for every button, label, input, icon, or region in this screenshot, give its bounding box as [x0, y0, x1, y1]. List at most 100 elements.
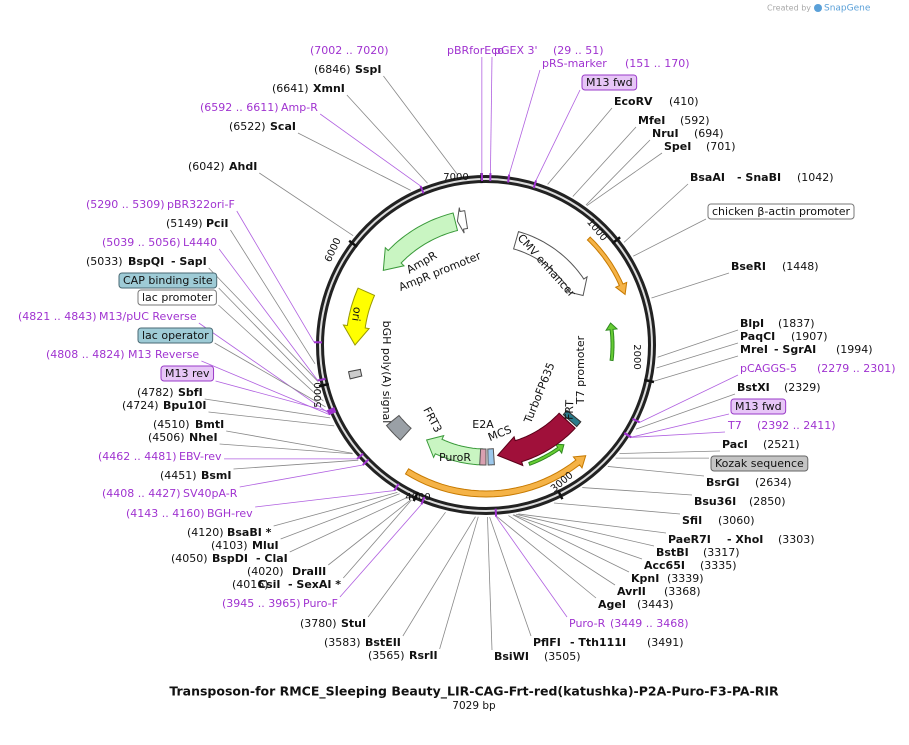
site-label: StuI (3780): [300, 617, 366, 630]
site-name: StuI: [341, 617, 366, 630]
site-label: chicken β-actin promoter: [707, 203, 855, 220]
leader-line: [585, 139, 651, 206]
site-label: MreI - SgrAI (1994): [740, 343, 873, 356]
site-label: AgeI (3443): [598, 598, 674, 611]
site-position: (5290 .. 5309): [86, 198, 165, 211]
leader-line: [383, 75, 459, 176]
site-label: ScaI (6522): [229, 120, 296, 133]
site-label: BstBI (3317): [656, 546, 740, 559]
site-name: BseRI: [731, 260, 766, 273]
ring-tick-label: 2000: [631, 344, 642, 369]
site-name: Puro-R: [569, 617, 606, 630]
site-label: RsrII (3565): [368, 649, 438, 662]
ring-tick: [348, 239, 358, 248]
site-name: KpnI: [631, 572, 659, 585]
site-name: T7: [727, 419, 742, 432]
site-name: BsaAI: [690, 171, 725, 184]
site-name: L4440: [183, 236, 217, 249]
map-title: Transposon-for RMCE_Sleeping Beauty_LIR-…: [169, 684, 779, 700]
site-mark: [532, 180, 537, 189]
site-label: NheI (4506): [148, 431, 218, 444]
leader-line: [218, 287, 321, 393]
leader-line: [657, 329, 739, 358]
site-position: (1907): [791, 330, 828, 343]
site-name: XmnI: [313, 82, 345, 95]
site-name: PflFI: [533, 636, 561, 649]
site-mark: [393, 483, 400, 492]
site-label: BmtI (4510): [153, 418, 224, 431]
feature-box: [581, 74, 638, 91]
site-position: (4016): [232, 578, 269, 591]
feature-label: bGH poly(A) signal: [380, 321, 393, 424]
site-name: BspDI: [212, 552, 248, 565]
site-label: BlpI (1837): [740, 317, 815, 330]
site-position: (151 .. 170): [625, 57, 690, 70]
leader-line: [297, 132, 411, 191]
feature-label: E2A: [472, 418, 494, 431]
leader-line: [367, 511, 446, 618]
site-label: Amp-R(6592 .. 6611): [200, 101, 318, 114]
leader-line: [512, 514, 630, 573]
feature-arrow: [512, 230, 588, 297]
site-position: (3317): [703, 546, 740, 559]
leader-line: [619, 450, 721, 454]
feature-label: FRT3: [420, 405, 444, 435]
site-label: Puro-F(3945 .. 3965): [222, 597, 338, 610]
map-length: 7029 bp: [452, 700, 496, 712]
site-label: lac promoter: [137, 289, 217, 306]
leader-line: [487, 516, 493, 651]
site-position: (4506): [148, 431, 185, 444]
site-name: BsiWI: [494, 650, 529, 663]
leader-line: [259, 172, 354, 237]
leader-line: [346, 94, 428, 184]
site-name2: - SgrAI: [774, 343, 816, 356]
leader-line: [508, 69, 541, 175]
ring-tick: [643, 378, 655, 384]
leader-line: [513, 514, 643, 560]
site-label: pBR322ori-F(5290 .. 5309): [86, 198, 235, 211]
site-label: BGH-rev(4143 .. 4160): [126, 507, 253, 520]
site-position: (1042): [797, 171, 834, 184]
site-name: BsaBI *: [227, 526, 272, 539]
leader-line: [218, 304, 324, 402]
site-label: PciI(5149): [166, 217, 228, 230]
site-position: (6846): [314, 63, 351, 76]
leader-line: [651, 272, 730, 299]
site-position: (4120): [187, 526, 224, 539]
leader-line: [623, 183, 689, 243]
leader-line: [289, 497, 407, 553]
feature-box-text: chicken β-actin promoter: [712, 205, 850, 218]
site-name: PciI: [206, 217, 228, 230]
site-mark: [420, 496, 426, 505]
site-name2: - ClaI: [256, 552, 288, 565]
site-position: (4510): [153, 418, 190, 431]
credit-prefix: Created by: [767, 4, 811, 13]
site-position: (1994): [836, 343, 873, 356]
leader-line: [236, 210, 315, 343]
site-mark: [326, 407, 336, 413]
site-label: SspI (6846): [314, 63, 381, 76]
site-label: PaeR7I - XhoI (3303): [668, 533, 815, 546]
feature-box: [137, 289, 217, 306]
site-label: CsiI - SexAI * (4016): [232, 578, 341, 591]
site-name: BstXI: [737, 381, 770, 394]
site-name: SfiI: [682, 514, 702, 527]
site-name: BGH-rev: [207, 507, 253, 520]
site-label: T7 (2392 .. 2411): [727, 419, 836, 432]
site-position: (4020): [247, 565, 284, 578]
credit-brand: SnapGene: [824, 4, 871, 14]
site-label: BspQI - SapI (5033): [86, 255, 207, 268]
site-name: pBRforEco: [447, 44, 504, 57]
leader-line: [495, 516, 568, 618]
site-position: (6522): [229, 120, 266, 133]
site-position: (2392 .. 2411): [757, 419, 836, 432]
leader-line: [226, 430, 353, 454]
site-label: DraIII (4020): [247, 565, 326, 578]
site-name: DraIII: [292, 565, 326, 578]
site-mark: [327, 408, 336, 414]
site-name: Bsu36I: [694, 495, 736, 508]
leader-line: [230, 229, 316, 365]
site-name: MluI: [252, 539, 279, 552]
leader-line: [490, 56, 493, 174]
